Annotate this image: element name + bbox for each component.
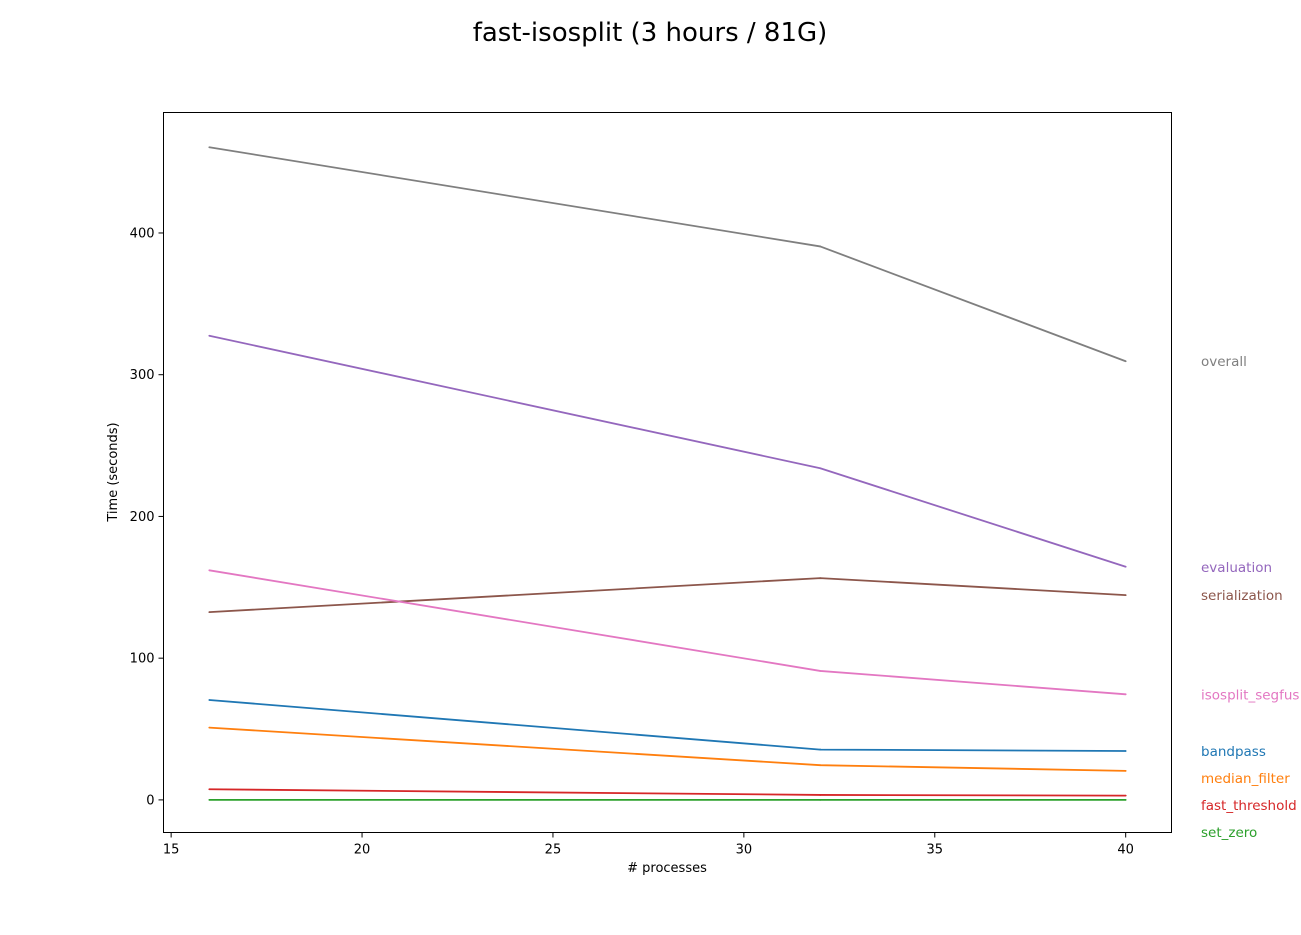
series-lines	[208, 146, 1127, 801]
x-axis: 15 20 25 30 35 40	[163, 832, 1134, 858]
data-point-overall	[819, 245, 822, 248]
series-line-bandpass	[209, 699, 1126, 752]
series-label-isosplit_segfus: isosplit_segfus	[1201, 687, 1299, 703]
data-point-bandpass	[208, 699, 211, 701]
x-tick-label: 25	[545, 843, 562, 858]
data-point-bandpass	[1124, 750, 1127, 752]
data-point-serialization	[819, 577, 822, 579]
data-point-fast_threshold	[819, 794, 822, 796]
y-tick-label: 300	[130, 368, 155, 383]
data-point-isosplit_segfus	[208, 569, 211, 572]
x-tick-label: 35	[926, 843, 943, 858]
data-point-evaluation	[208, 334, 211, 337]
data-point-serialization	[1124, 594, 1127, 596]
y-tick-label: 200	[130, 510, 155, 525]
data-point-evaluation	[819, 467, 822, 470]
series-label-set_zero: set_zero	[1201, 825, 1257, 841]
series-label-bandpass: bandpass	[1201, 744, 1266, 760]
series-line-serialization	[209, 577, 1126, 614]
data-point-fast_threshold	[208, 788, 211, 791]
data-point-overall	[208, 146, 211, 149]
y-axis: 0 100 200 300 400	[130, 226, 164, 808]
series-labels: overall evaluation serialization isosplit_s…	[1201, 354, 1299, 841]
series-line-evaluation	[209, 334, 1126, 568]
x-tick-label: 15	[163, 843, 180, 858]
data-point-serialization	[208, 611, 211, 614]
series-label-overall: overall	[1201, 354, 1247, 370]
series-line-fast_threshold	[209, 788, 1126, 797]
data-point-set_zero	[819, 799, 822, 801]
data-point-fast_threshold	[1124, 794, 1127, 797]
data-point-bandpass	[819, 748, 822, 751]
series-line-isosplit_segfus	[209, 569, 1126, 696]
data-point-median_filter	[208, 726, 211, 729]
series-label-evaluation: evaluation	[1201, 560, 1272, 576]
x-tick-label: 40	[1117, 843, 1134, 858]
y-tick-label: 400	[130, 226, 155, 241]
data-point-median_filter	[1124, 769, 1127, 772]
series-label-median_filter: median_filter	[1201, 771, 1290, 787]
plot-area	[163, 112, 1172, 833]
data-point-isosplit_segfus	[819, 670, 822, 672]
series-label-fast_threshold: fast_threshold	[1201, 798, 1297, 814]
series-line-overall	[209, 146, 1126, 363]
y-tick-label: 0	[146, 793, 154, 808]
x-tick-label: 20	[354, 843, 371, 858]
data-point-isosplit_segfus	[1124, 693, 1127, 696]
data-point-set_zero	[1124, 799, 1127, 801]
y-axis-label: Time (seconds)	[106, 422, 121, 522]
data-point-median_filter	[819, 764, 822, 767]
y-tick-label: 100	[130, 652, 155, 667]
chart-title: fast-isosplit (3 hours / 81G)	[473, 18, 828, 48]
data-point-overall	[1124, 360, 1127, 363]
x-axis-label: # processes	[627, 861, 707, 876]
x-tick-label: 30	[736, 843, 753, 858]
series-label-serialization: serialization	[1201, 588, 1283, 604]
data-point-set_zero	[208, 799, 211, 801]
series-line-median_filter	[209, 726, 1126, 772]
data-point-evaluation	[1124, 565, 1127, 568]
